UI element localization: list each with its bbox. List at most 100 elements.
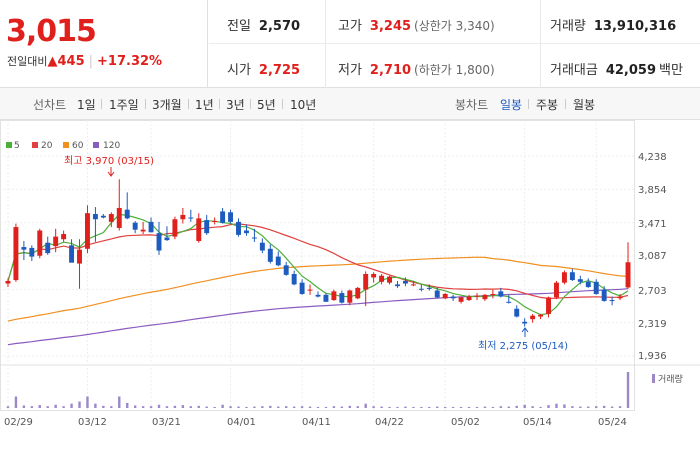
candle (259, 238, 265, 254)
period-daily-button[interactable]: 일봉 (500, 98, 523, 112)
candle-body (490, 293, 496, 295)
candle (442, 293, 448, 300)
candle-body (13, 227, 19, 281)
candle (100, 214, 106, 219)
volume-bar (563, 404, 566, 408)
candle (426, 284, 432, 291)
volume-bar (205, 406, 208, 408)
candle-body (45, 242, 51, 254)
period-3y-button[interactable]: 3년 (226, 98, 245, 112)
candle (299, 279, 305, 295)
volume-bar (261, 406, 264, 408)
candle (196, 213, 202, 243)
current-price: 3,015 (6, 14, 97, 49)
x-tick: 04/11 (302, 417, 331, 428)
volume-bar (181, 405, 185, 408)
candle-body (339, 293, 345, 303)
y-tick: 3,854 (638, 185, 667, 196)
candle (561, 270, 567, 285)
volume-bar (46, 406, 49, 408)
volume-bar (126, 402, 129, 408)
candle (307, 284, 313, 295)
volume-bar (571, 406, 574, 408)
low-annotation: 최저 2,275 (05/14) (478, 327, 568, 352)
volume-bar (141, 406, 145, 408)
x-tick: 03/21 (152, 417, 181, 428)
y-axis-labels: 4,238 3,854 3,471 3,087 2,703 2,319 1,93… (638, 152, 667, 362)
candle (410, 280, 416, 287)
candle-body (347, 290, 353, 303)
candle (339, 290, 345, 304)
x-tick: 05/02 (451, 417, 480, 428)
period-3m-button[interactable]: 3개월 (152, 98, 182, 112)
volume-bar (292, 406, 296, 408)
stock-chart: 5 20 60 120 4,238 3,854 3,471 3,087 2,70… (0, 120, 700, 428)
volume-bar (443, 406, 447, 408)
volume-bar (253, 406, 256, 408)
candle (538, 313, 544, 320)
candle (323, 293, 329, 302)
candle (236, 218, 241, 237)
volume-bar (308, 406, 312, 408)
period-weekly-button[interactable]: 주봉 (536, 98, 559, 112)
candle-body (569, 272, 575, 281)
volume-bar (420, 406, 423, 408)
candle (188, 209, 194, 222)
volume-bars (6, 372, 630, 408)
chart-legend: 5 20 60 120 (6, 141, 120, 151)
high-annotation-text: 최고 3,970 (03/15) (64, 155, 154, 167)
period-10y-button[interactable]: 10년 (290, 98, 317, 112)
legend-ma120-label: 120 (103, 141, 120, 151)
candle (331, 289, 337, 301)
volume-bar (149, 406, 153, 408)
candle (585, 278, 591, 288)
candle-body (546, 297, 551, 314)
volume-bar (30, 406, 34, 408)
candle (530, 313, 536, 323)
period-1d-button[interactable]: 1일 (77, 98, 96, 112)
volume-bar (197, 405, 200, 408)
candle-body (180, 214, 186, 220)
candle-body (220, 211, 226, 223)
candle-chart-label: 봉차트 (455, 98, 489, 112)
period-1w-button[interactable]: 1주일 (109, 98, 139, 112)
quote-header: 3,015 전일대비▲445 | +17.32% 전일 2,570 고가 3,245 (상… (0, 0, 700, 88)
candle-body (148, 221, 154, 233)
volume-bar (412, 406, 415, 408)
volume-bar (428, 406, 431, 408)
candle-body (402, 280, 408, 284)
volume-legend-label: 거래량 (658, 373, 683, 385)
volume-bar (22, 405, 26, 408)
volume-bar (14, 396, 18, 408)
volume-bar (285, 406, 288, 408)
y-tick: 4,238 (638, 152, 667, 163)
ma120-line (7, 288, 629, 346)
period-1y-button[interactable]: 1년 (195, 98, 214, 112)
candle-body (625, 262, 631, 288)
volume-bar (539, 406, 542, 408)
candle-body (92, 214, 98, 220)
moving-averages (7, 213, 629, 346)
x-tick: 04/22 (375, 417, 404, 428)
stat-prev-close: 전일 2,570 (227, 19, 301, 34)
candle (522, 318, 528, 327)
volume-bar (213, 406, 216, 408)
candle-body (228, 212, 234, 222)
candle-body (156, 233, 162, 251)
candle (379, 273, 385, 285)
candle-body (395, 284, 400, 287)
volume-bar (467, 406, 471, 408)
period-5y-button[interactable]: 5년 (257, 98, 276, 112)
legend-ma120-swatch (93, 142, 99, 148)
candle-body (466, 296, 472, 301)
x-axis-labels: 02/29 03/12 03/21 04/01 04/11 04/22 05/0… (4, 417, 627, 428)
volume-bar (300, 406, 304, 408)
volume-bar (94, 403, 97, 408)
line-chart-label: 선차트 (33, 98, 67, 112)
candle (514, 305, 520, 318)
volume-bar (499, 406, 503, 408)
period-monthly-button[interactable]: 월봉 (573, 98, 596, 112)
candle (275, 251, 281, 267)
candle-body (283, 265, 289, 275)
volume-bar (595, 406, 598, 408)
